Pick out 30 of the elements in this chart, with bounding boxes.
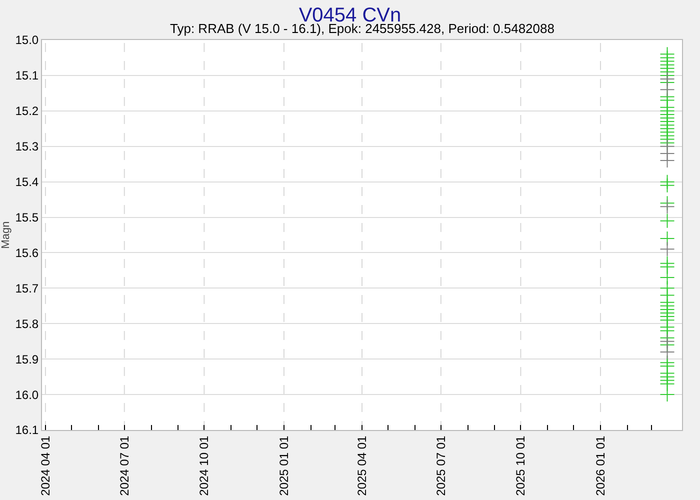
x-tick-label: 2024 10 01: [197, 435, 212, 496]
point: [660, 387, 675, 402]
point: [660, 242, 675, 257]
x-tick-label: 2025 01 01: [276, 435, 291, 496]
y-tick-label: 15.9: [15, 352, 39, 366]
x-tick-label: 2026 01 01: [593, 435, 608, 496]
point: [660, 178, 675, 193]
x-tick-label: 2025 10 01: [514, 435, 528, 496]
point: [660, 82, 675, 98]
y-tick-label: 16.1: [15, 423, 39, 438]
y-tick-label: 15.7: [15, 281, 39, 296]
y-tick-label: 15.8: [15, 316, 39, 331]
x-tick-label: 2024 07 01: [117, 435, 132, 496]
x-tick-label: 2025 07 01: [434, 435, 448, 496]
y-tick-label: 15.2: [15, 104, 39, 118]
x-tick-label: 2025 04 01: [354, 435, 369, 496]
point: [660, 199, 675, 214]
y-axis-title: Magn: [0, 221, 12, 249]
y-tick-label: 16.0: [15, 388, 39, 402]
y-tick-label: 15.4: [15, 175, 39, 190]
point: [660, 110, 675, 126]
x-tick-label: 2024 04 01: [38, 435, 52, 496]
y-tick-label: 15.3: [15, 140, 39, 154]
y-tick-label: 15.5: [15, 210, 39, 224]
point: [660, 213, 675, 228]
y-tick-label: 15.1: [15, 68, 39, 83]
point: [660, 344, 675, 360]
y-tick-label: 15.0: [15, 33, 39, 48]
y-tick-label: 15.6: [15, 246, 39, 260]
point: [660, 153, 675, 168]
